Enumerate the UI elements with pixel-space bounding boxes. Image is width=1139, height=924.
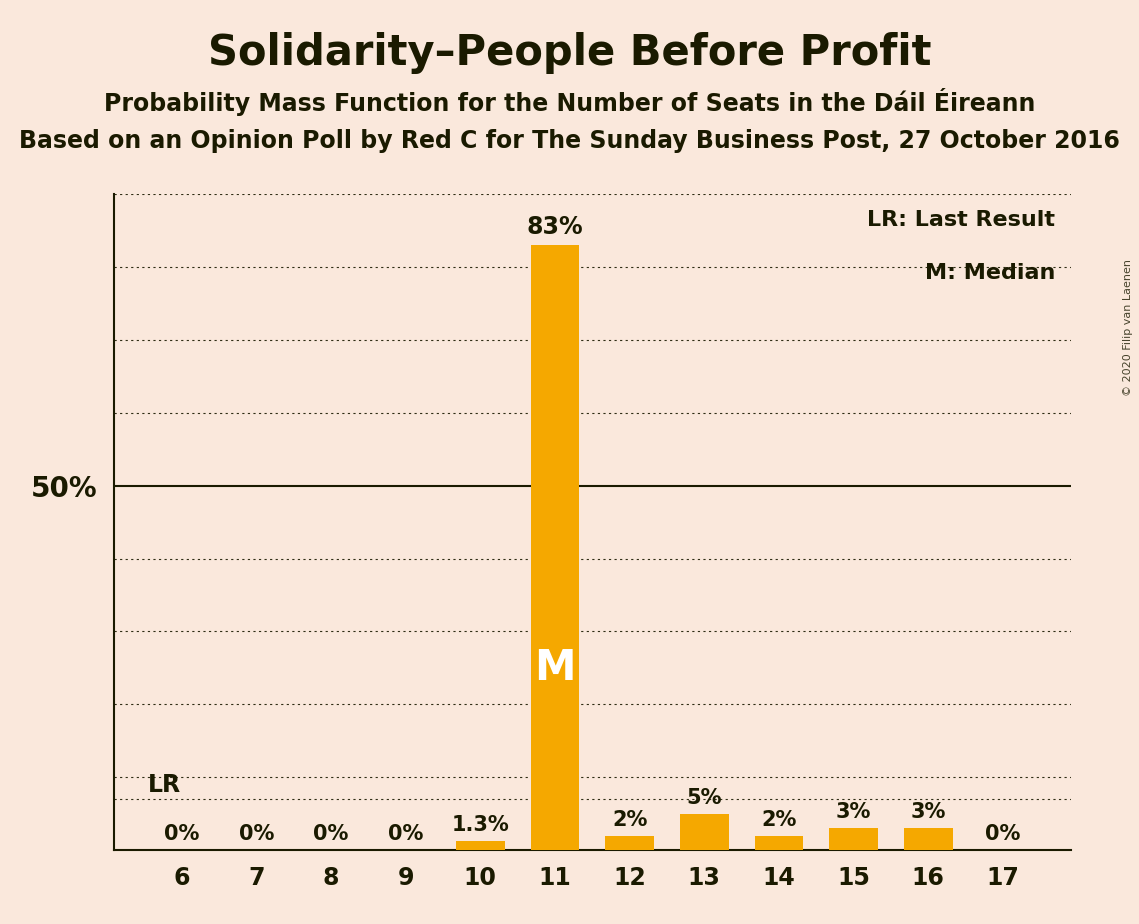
Bar	[829, 828, 878, 850]
Bar	[680, 814, 729, 850]
Text: LR: Last Result: LR: Last Result	[867, 211, 1055, 230]
Text: M: M	[534, 647, 575, 689]
Bar	[456, 841, 505, 850]
Text: 0%: 0%	[313, 824, 349, 845]
Bar	[531, 245, 580, 850]
Text: 0%: 0%	[985, 824, 1021, 845]
Text: 0%: 0%	[164, 824, 199, 845]
Text: Based on an Opinion Poll by Red C for The Sunday Business Post, 27 October 2016: Based on an Opinion Poll by Red C for Th…	[19, 129, 1120, 153]
Bar	[904, 828, 952, 850]
Bar	[755, 835, 803, 850]
Text: Solidarity–People Before Profit: Solidarity–People Before Profit	[207, 32, 932, 74]
Text: 2%: 2%	[761, 809, 796, 830]
Text: Probability Mass Function for the Number of Seats in the Dáil Éireann: Probability Mass Function for the Number…	[104, 88, 1035, 116]
Text: 0%: 0%	[388, 824, 424, 845]
Text: 1.3%: 1.3%	[451, 815, 509, 834]
Text: 3%: 3%	[910, 802, 945, 822]
Bar	[605, 835, 654, 850]
Text: 83%: 83%	[526, 215, 583, 239]
Text: 2%: 2%	[612, 809, 647, 830]
Text: 0%: 0%	[239, 824, 274, 845]
Text: 3%: 3%	[836, 802, 871, 822]
Text: 5%: 5%	[687, 788, 722, 808]
Text: LR: LR	[148, 772, 181, 796]
Text: M: Median: M: Median	[925, 263, 1055, 283]
Text: © 2020 Filip van Laenen: © 2020 Filip van Laenen	[1123, 259, 1133, 395]
